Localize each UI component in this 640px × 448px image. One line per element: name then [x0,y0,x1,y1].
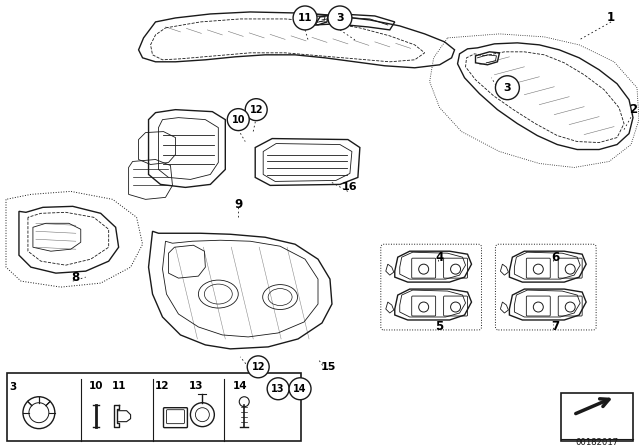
Text: 9: 9 [234,198,243,211]
Text: 3: 3 [336,13,344,23]
Text: 16: 16 [342,182,358,192]
Text: 14: 14 [233,381,248,391]
Text: 4: 4 [435,251,444,264]
Text: 11: 11 [298,13,312,23]
Text: 15: 15 [320,362,335,372]
Text: 12: 12 [156,381,170,391]
Circle shape [245,99,267,121]
Circle shape [227,109,249,130]
Circle shape [247,356,269,378]
Text: 7: 7 [551,320,559,333]
Text: 10: 10 [88,381,103,391]
Circle shape [293,6,317,30]
Text: 5: 5 [435,320,444,333]
Circle shape [495,76,520,100]
Text: 3: 3 [10,382,17,392]
Text: 12: 12 [252,362,265,372]
Text: 14: 14 [293,384,307,394]
Text: 1: 1 [607,12,615,25]
Text: 13: 13 [271,384,285,394]
Circle shape [328,6,352,30]
Circle shape [267,378,289,400]
Text: 13: 13 [189,381,204,391]
Text: 10: 10 [232,115,245,125]
Text: 8: 8 [72,271,80,284]
Circle shape [289,378,311,400]
Text: 6: 6 [551,251,559,264]
Text: 3: 3 [504,83,511,93]
Text: 11: 11 [111,381,126,391]
Text: 12: 12 [250,105,263,115]
Text: 2: 2 [629,103,637,116]
Text: 00182017: 00182017 [575,438,619,447]
